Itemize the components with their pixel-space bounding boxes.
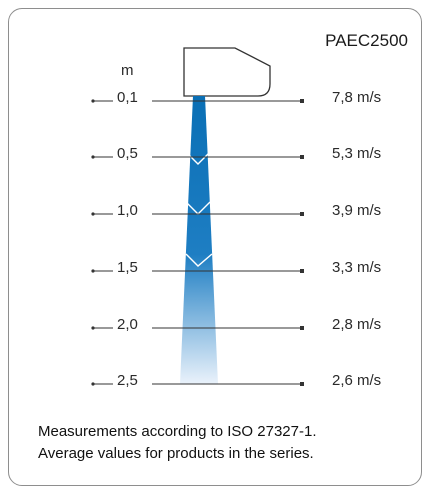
air-speed-value: 2,6 m/s [332,372,382,389]
distance-label: 1,5 [117,259,138,276]
distance-label: 2,0 [117,316,138,333]
air-speed-value: 3,9 m/s [332,202,382,219]
average-note: Average values for products in the serie… [38,445,314,462]
flow-chevron [185,253,213,267]
measure-row-line [91,269,304,273]
measure-row-line [91,155,304,159]
air-curtain-unit [183,47,271,97]
unit-label: m [121,62,134,79]
air-jet [180,96,218,384]
measure-row-line [91,382,304,386]
air-speed-value: 2,8 m/s [332,316,382,333]
distance-label: 0,5 [117,145,138,162]
measure-row-line [91,212,304,216]
model-name: PAEC2500 [325,31,408,50]
air-speed-value: 3,3 m/s [332,259,382,276]
distance-label: 1,0 [117,202,138,219]
air-speed-value: 5,3 m/s [332,145,382,162]
air-speed-value: 7,8 m/s [332,89,382,106]
measure-row-line [91,99,304,103]
flow-chevron [185,151,211,165]
measure-row-line [91,326,304,330]
measurement-note: Measurements according to ISO 27327-1. [38,423,317,440]
distance-label: 2,5 [117,372,138,389]
distance-label: 0,1 [117,89,138,106]
